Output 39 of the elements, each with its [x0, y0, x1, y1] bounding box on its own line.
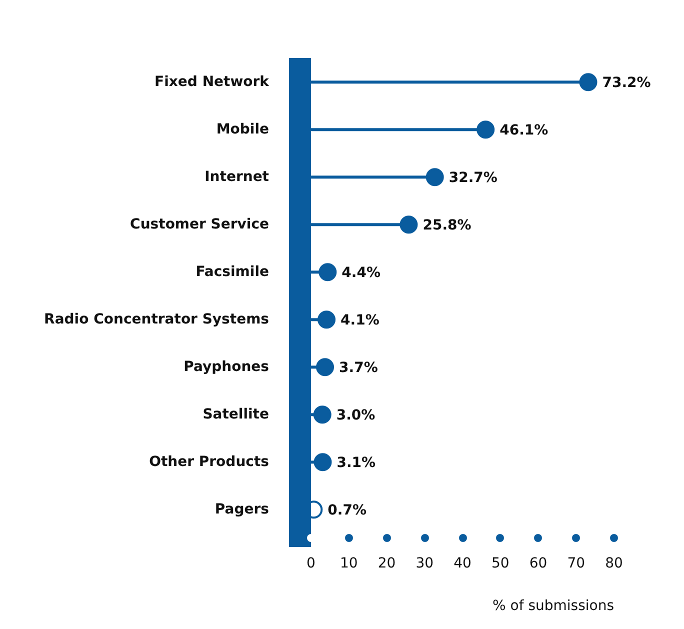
point: [318, 310, 336, 329]
y-tick-label: Satellite: [202, 406, 269, 422]
x-tick-label: 20: [378, 555, 396, 572]
x-tick-label: 70: [567, 555, 586, 572]
point: [318, 263, 337, 282]
y-tick-label: Internet: [204, 168, 270, 185]
point: [314, 453, 332, 472]
x-tick-label: 80: [605, 555, 623, 572]
y-tick-label: Mobile: [216, 121, 269, 138]
data-label: 4.1%: [340, 312, 380, 328]
data-label: 3.0%: [336, 407, 376, 424]
x-tick-label: 10: [340, 555, 358, 572]
data-label: 0.7%: [328, 502, 366, 518]
point: [476, 120, 495, 139]
data-label: 3.7%: [339, 360, 378, 376]
x-tick-label: 30: [416, 555, 434, 572]
y-tick-label: Payphones: [184, 358, 269, 375]
y-tick-label: Radio Concentrator Systems: [44, 311, 269, 328]
y-tick-label: Facsimile: [196, 264, 269, 280]
x-tick-label: 0: [306, 555, 316, 572]
x-tick-label: 60: [529, 555, 548, 572]
y-tick-label: Customer Service: [130, 216, 269, 232]
data-label: 32.7%: [448, 170, 498, 186]
data-label: 73.2%: [602, 74, 651, 91]
y-tick-label: Other Products: [149, 454, 269, 470]
point: [579, 73, 598, 92]
point: [313, 406, 332, 424]
data-label: 3.1%: [336, 454, 376, 471]
y-tick-label: Fixed Network: [154, 74, 270, 90]
point: [400, 216, 418, 234]
point: [426, 168, 444, 186]
data-label: 25.8%: [422, 217, 472, 234]
x-axis-title: % of submissions: [492, 598, 614, 614]
x-tick-label: 40: [454, 555, 472, 572]
point: [316, 358, 334, 376]
y-tick-label: Pagers: [214, 501, 269, 518]
data-label: 4.4%: [342, 264, 380, 281]
x-tick-label: 50: [491, 555, 510, 572]
data-label: 46.1%: [500, 122, 548, 138]
